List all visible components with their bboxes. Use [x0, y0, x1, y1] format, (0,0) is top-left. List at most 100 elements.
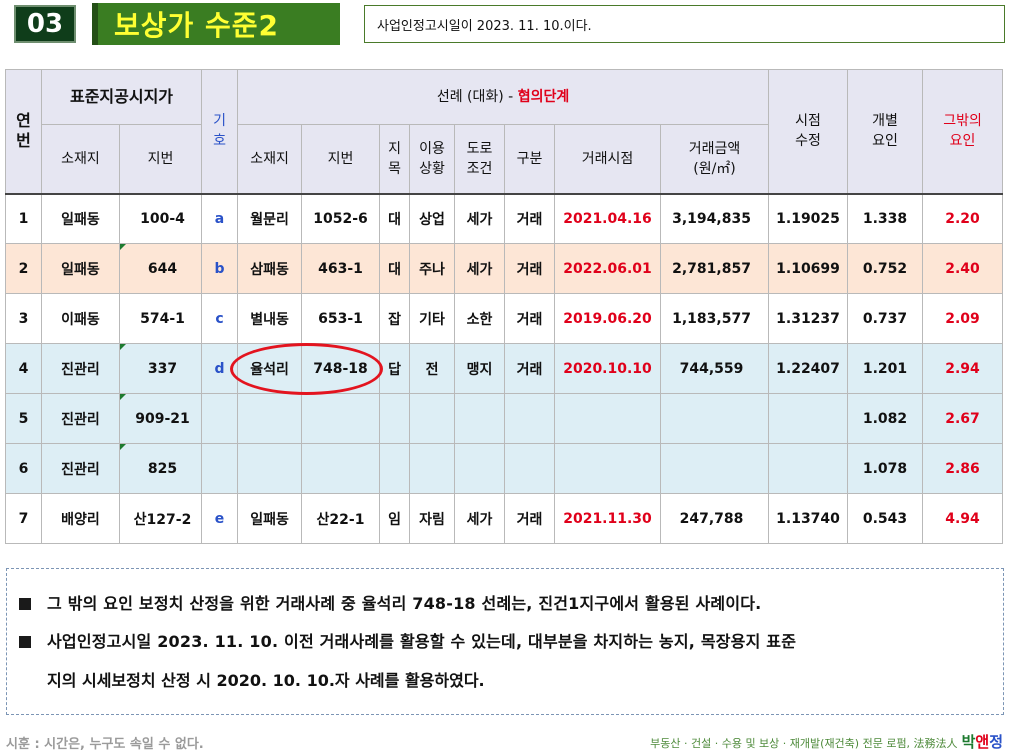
cell-time-adj [768, 393, 849, 444]
header-note: 사업인정고시일이 2023. 11. 10.이다. [364, 5, 1005, 43]
cell-indiv: 0.737 [847, 293, 924, 344]
cell-amount [660, 393, 770, 444]
header-indiv: 개별 요인 [847, 69, 924, 194]
cell-type [504, 393, 556, 444]
cell-type: 거래 [504, 493, 556, 544]
header-std-loc: 소재지 [41, 124, 120, 194]
cell-type [504, 443, 556, 494]
cell-std-lot: 644 [118, 243, 203, 294]
cell-use: 상업 [409, 193, 456, 244]
cell-no: 7 [5, 493, 42, 544]
cell-time-adj [768, 443, 849, 494]
header-time-adj: 시점 수정 [768, 69, 849, 194]
header-case-group-highlight: 협의단계 [517, 89, 570, 105]
cell-std-lot: 574-1 [118, 293, 203, 344]
cell-case-lot: 산22-1 [301, 493, 381, 544]
footer-firm: 부동산 · 건설 · 수용 및 보상 · 재개발(재건축) 전문 로펌, 法務法… [650, 731, 1003, 752]
cell-std-loc: 일패동 [41, 193, 120, 244]
cell-road: 세가 [454, 193, 506, 244]
footer-motto: 시훈 : 시간은, 누구도 속일 수 없다. [6, 737, 204, 752]
firm-logo: 박앤정 [961, 733, 1003, 751]
cell-case-loc: 별내동 [237, 293, 303, 344]
note-text-continued: 지의 시세보정치 산정 시 2020. 10. 10.자 사례를 활용하였다. [47, 671, 485, 690]
cell-case-lot [301, 443, 381, 494]
cell-other: 2.86 [922, 443, 1004, 494]
cell-use [409, 443, 456, 494]
cell-time-adj: 1.31237 [768, 293, 849, 344]
cell-case-loc [237, 443, 303, 494]
cell-no: 3 [5, 293, 42, 344]
cell-amount: 3,194,835 [660, 193, 770, 244]
cell-symbol [201, 393, 239, 444]
table-row: 4 진관리 337 d 율석리 748-18 답 전 맹지 거래 2020.10.10 744,559… [5, 343, 1004, 394]
cell-date: 2021.04.16 [554, 193, 662, 244]
cell-no: 1 [5, 193, 42, 244]
cell-road [454, 443, 506, 494]
cell-use: 전 [409, 343, 456, 394]
cell-time-adj: 1.19025 [768, 193, 849, 244]
note-text: 사업인정고시일 2023. 11. 10. 이전 거래사례를 활용할 수 있는데… [47, 632, 797, 651]
cell-date: 2022.06.01 [554, 243, 662, 294]
cell-case-lot: 463-1 [301, 243, 381, 294]
header-case-lot: 지번 [301, 124, 381, 194]
cell-case-lot [301, 393, 381, 444]
cell-amount [660, 443, 770, 494]
cell-jimok [379, 443, 411, 494]
cell-road: 세가 [454, 493, 506, 544]
square-bullet-icon [19, 636, 31, 648]
section-number: 03 [14, 5, 76, 43]
cell-std-lot: 337 [118, 343, 203, 394]
cell-use: 주나 [409, 243, 456, 294]
square-bullet-icon [19, 598, 31, 610]
cell-jimok: 대 [379, 243, 411, 294]
cell-case-lot: 1052-6 [301, 193, 381, 244]
header-case-type: 구분 [504, 124, 556, 194]
table-row: 5 진관리 909-21 1.082 2.67 [5, 393, 1004, 444]
table-row: 6 진관리 825 1.078 2.86 [5, 443, 1004, 494]
cell-use: 자림 [409, 493, 456, 544]
cell-type: 거래 [504, 193, 556, 244]
cell-type: 거래 [504, 243, 556, 294]
comment-marker-icon [120, 244, 126, 250]
cell-std-lot: 909-21 [118, 393, 203, 444]
header-std-group: 표준지공시지가 [40, 69, 203, 125]
cell-indiv: 1.082 [847, 393, 924, 444]
table-row: 2 일패동 644 b 삼패동 463-1 대 주나 세가 거래 2022.06.01 2,781,8… [5, 243, 1004, 294]
note-text: 그 밖의 요인 보정치 산정을 위한 거래사례 중 율석리 748-18 선례는… [47, 594, 762, 613]
cell-case-loc: 삼패동 [237, 243, 303, 294]
cell-use [409, 393, 456, 444]
cell-road: 맹지 [454, 343, 506, 394]
header-std-lot: 지번 [118, 124, 203, 194]
table-row: 7 배양리 산127-2 e 일패동 산22-1 임 자림 세가 거래 2021.11.30 247,… [5, 493, 1004, 544]
cell-jimok [379, 393, 411, 444]
header-case-amount: 거래금액 (원/㎡) [660, 124, 770, 194]
cell-symbol: c [201, 293, 239, 344]
cell-jimok: 대 [379, 193, 411, 244]
cell-other: 4.94 [922, 493, 1004, 544]
cell-jimok: 잡 [379, 293, 411, 344]
header-case-group-prefix: 선례 (대화) - [436, 89, 518, 105]
cell-symbol: a [201, 193, 239, 244]
comment-marker-icon [120, 394, 126, 400]
cell-date [554, 393, 662, 444]
cell-other: 2.40 [922, 243, 1004, 294]
cell-jimok: 임 [379, 493, 411, 544]
cell-std-loc: 배양리 [41, 493, 120, 544]
cell-time-adj: 1.13740 [768, 493, 849, 544]
cell-time-adj: 1.10699 [768, 243, 849, 294]
cell-no: 2 [5, 243, 42, 294]
cell-jimok: 답 [379, 343, 411, 394]
cell-date: 2020.10.10 [554, 343, 662, 394]
cell-case-lot: 653-1 [301, 293, 381, 344]
cell-amount: 247,788 [660, 493, 770, 544]
cell-indiv: 0.543 [847, 493, 924, 544]
footer-firm-text: 부동산 · 건설 · 수용 및 보상 · 재개발(재건축) 전문 로펌, 法務法… [650, 737, 958, 750]
header-other: 그밖의 요인 [922, 69, 1004, 194]
cell-std-loc: 이패동 [41, 293, 120, 344]
header-case-road: 도로 조건 [454, 124, 506, 194]
note-item: 그 밖의 요인 보정치 산정을 위한 거래사례 중 율석리 748-18 선례는… [19, 585, 995, 623]
table-row: 1 일패동 100-4 a 월문리 1052-6 대 상업 세가 거래 2021.04.16 3,19… [5, 193, 1004, 244]
